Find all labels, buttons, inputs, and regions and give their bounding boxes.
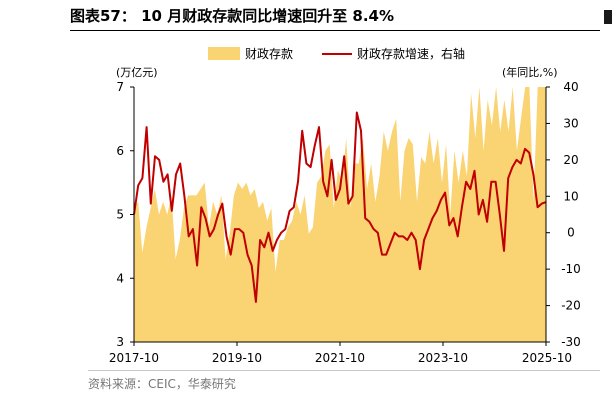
right-tick-label: -20 — [561, 299, 581, 313]
left-tick-label: 4 — [116, 271, 124, 285]
next-panel-edge — [604, 10, 612, 24]
right-tick-label: -30 — [561, 335, 581, 349]
x-tick-label: 2017-10 — [109, 351, 159, 365]
left-tick-label: 7 — [116, 80, 124, 94]
x-tick-label: 2025-10 — [522, 351, 572, 365]
right-tick-label: 10 — [563, 189, 578, 203]
right-tick-label: 40 — [563, 80, 578, 94]
left-tick-label: 5 — [116, 208, 124, 222]
source-divider — [88, 370, 600, 371]
axes: 3 4 5 6 7 -30 -20 -10 0 10 20 30 40 2017-10 2019-10 202… — [109, 80, 581, 365]
legend-label-line: 财政存款增速，右轴 — [357, 46, 465, 61]
x-tick-label: 2019-10 — [212, 351, 262, 365]
chart-title: 图表57： 10 月财政存款同比增速回升至 8.4% — [70, 7, 395, 25]
growth-line-layer — [133, 111, 547, 303]
right-axis-unit: (年同比,%) — [502, 65, 558, 79]
right-tick-label: 20 — [563, 153, 578, 167]
right-tick-label: 0 — [567, 226, 575, 240]
title-divider — [70, 30, 600, 31]
right-tick-label: -10 — [561, 262, 581, 276]
right-tick-label: 30 — [563, 116, 578, 130]
left-tick-label: 6 — [116, 144, 124, 158]
legend-label-area: 财政存款 — [245, 47, 293, 61]
legend-swatch-area — [208, 47, 240, 60]
x-tick-label: 2023-10 — [418, 351, 468, 365]
growth-line — [133, 111, 547, 303]
deposit-area — [134, 87, 546, 342]
legend: 财政存款 财政存款增速，右轴 — [208, 46, 465, 61]
left-axis-unit: (万亿元) — [116, 66, 158, 79]
deposit-area-layer — [134, 87, 546, 342]
left-tick-label: 3 — [116, 335, 124, 349]
source-note: 资料来源：CEIC，华泰研究 — [88, 377, 236, 391]
x-tick-label: 2021-10 — [315, 351, 365, 365]
